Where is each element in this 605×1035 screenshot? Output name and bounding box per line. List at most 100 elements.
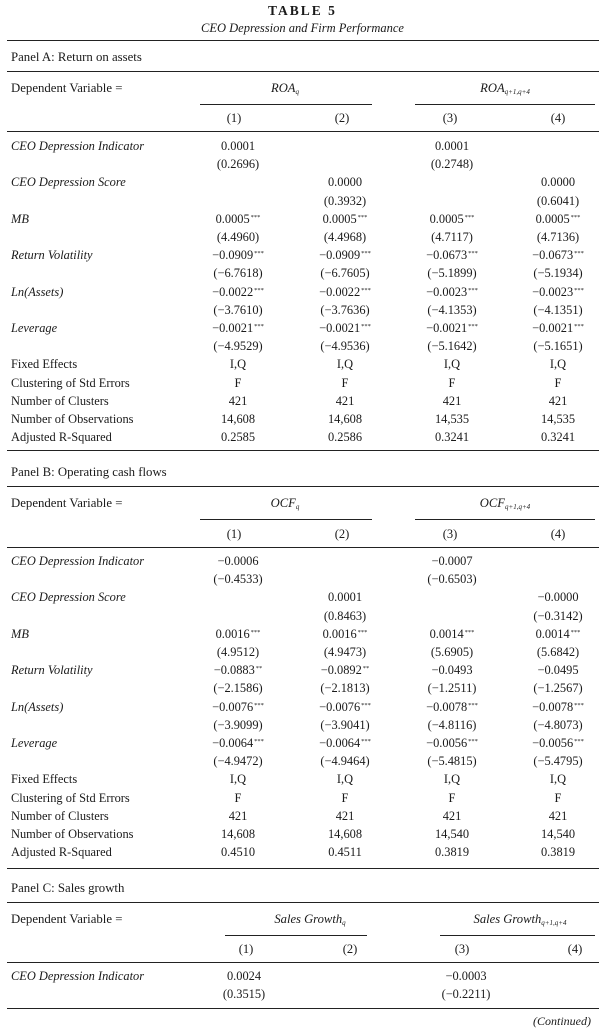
cell-value: 421 xyxy=(335,393,355,408)
table-cell: I,Q xyxy=(518,357,598,372)
cell-value: 0.0000 xyxy=(327,175,363,190)
cell-value: 0.2585 xyxy=(220,430,256,445)
significance-stars: *** xyxy=(468,250,478,258)
cell-value: 421 xyxy=(335,808,355,823)
cell-value: (−6.7618) xyxy=(213,266,263,281)
panel-c-col-3: (3) xyxy=(454,942,470,956)
table-cell: (−4.1351) xyxy=(518,303,598,318)
panel-c-dep2: Sales Growthq+1,q+4 xyxy=(473,912,567,927)
row-label: CEO Depression Indicator xyxy=(11,139,145,153)
cell-value: −0.0022 xyxy=(212,284,254,299)
table-cell: F xyxy=(518,791,598,806)
panel-c-col-2: (2) xyxy=(342,942,358,956)
panel-c-header-rule xyxy=(7,962,599,963)
cell-value: F xyxy=(341,790,349,805)
table-cell: (0.3515) xyxy=(204,987,284,1002)
cell-value: 14,608 xyxy=(327,827,363,841)
table-cell: −0.0493 xyxy=(412,663,492,678)
table-cell: (0.2748) xyxy=(412,157,492,172)
table-cell: F xyxy=(305,791,385,806)
cell-value: (−4.9464) xyxy=(320,754,370,769)
cell-value: I,Q xyxy=(549,772,567,787)
table-row: Ln(Assets) −0.0022*** −0.0022*** −0.0023***… xyxy=(0,285,605,303)
panel-b-bottom-rule xyxy=(7,868,599,869)
panel-c-span-rule-2 xyxy=(440,935,595,936)
table-row: Leverage −0.0021*** −0.0021*** −0.0021*** −0… xyxy=(0,321,605,339)
table-cell: I,Q xyxy=(198,357,278,372)
table-row: (4.4960) (4.4968) (4.7117) (4.7136) xyxy=(0,230,605,248)
significance-stars: *** xyxy=(254,323,264,330)
table-row: Return Volatility −0.0909*** −0.0909*** −0.… xyxy=(0,248,605,266)
table-row: Number of Clusters 421 421 421 421 xyxy=(0,394,605,412)
cell-value: F xyxy=(554,790,562,805)
significance-stars: *** xyxy=(574,738,584,745)
table-row: Fixed Effects I,Q I,Q I,Q I,Q xyxy=(0,357,605,375)
cell-value: (5.6842) xyxy=(536,645,580,659)
significance-stars: *** xyxy=(254,286,264,294)
table-cell: (0.6041) xyxy=(518,194,598,209)
cell-value: (−0.2211) xyxy=(441,987,491,1002)
cell-value: (4.7117) xyxy=(431,230,473,244)
cell-value: 14,608 xyxy=(220,827,256,841)
table-row: Number of Observations 14,608 14,608 14,540… xyxy=(0,827,605,845)
cell-value: (−3.9041) xyxy=(320,717,370,732)
cell-value: −0.0495 xyxy=(537,663,579,678)
significance-stars: *** xyxy=(570,213,581,221)
cell-value: (−5.4795) xyxy=(533,754,583,769)
cell-value: 0.0014 xyxy=(429,626,464,641)
table-cell: 0.0000 xyxy=(305,175,385,190)
cell-value: (0.8463) xyxy=(323,608,367,623)
panel-b-span-rule-2 xyxy=(415,519,595,520)
table-cell: (4.9473) xyxy=(305,645,385,660)
cell-value: −0.0021 xyxy=(319,321,361,335)
cell-value: −0.0076 xyxy=(319,699,361,714)
cell-value: (0.2748) xyxy=(430,157,474,172)
cell-value: I,Q xyxy=(229,772,247,787)
panel-a-dep2: ROAq+1,q+4 xyxy=(480,81,530,96)
table-cell: 0.0014*** xyxy=(518,627,598,642)
row-label: Adjusted R-Squared xyxy=(11,845,112,860)
cell-value: (−5.1651) xyxy=(533,339,583,354)
cell-value: (−6.7605) xyxy=(320,266,370,281)
cell-value: 14,540 xyxy=(540,827,576,841)
panel-b-col-1: (1) xyxy=(226,527,242,541)
cell-value: I,Q xyxy=(549,357,567,372)
panel-b-col-3: (3) xyxy=(442,527,458,541)
cell-value: −0.0673 xyxy=(532,248,574,263)
cell-value: I,Q xyxy=(229,357,247,372)
significance-stars: *** xyxy=(464,628,475,636)
cell-value: 0.4510 xyxy=(220,845,256,860)
cell-value: 0.0014 xyxy=(535,626,570,641)
cell-value: (−5.1642) xyxy=(427,339,477,354)
table-cell: −0.0023*** xyxy=(518,285,598,300)
table-row: CEO Depression Indicator 0.0024 −0.0003 xyxy=(0,969,605,987)
significance-stars: *** xyxy=(574,286,584,294)
continued-note: (Continued) xyxy=(533,1014,591,1028)
row-label: Fixed Effects xyxy=(11,357,78,372)
table-row: (−2.1586) (−2.1813) (−1.2511) (−1.2567) xyxy=(0,681,605,699)
cell-value: −0.0892 xyxy=(320,663,362,678)
table-cell: −0.0056*** xyxy=(412,736,492,751)
table-row: (−3.7610) (−3.7636) (−4.1353) (−4.1351) xyxy=(0,303,605,321)
table-cell: 0.0005*** xyxy=(305,212,385,227)
panel-b-col-2: (2) xyxy=(334,527,350,541)
table-cell: 0.3819 xyxy=(412,845,492,860)
table-row: (−3.9099) (−3.9041) (−4.8116) (−4.8073) xyxy=(0,718,605,736)
cell-value: 0.0005 xyxy=(429,211,464,226)
significance-stars: ** xyxy=(255,665,263,673)
panel-c-span-rule-1 xyxy=(225,935,367,936)
table-cell: (−0.2211) xyxy=(426,987,506,1002)
panel-c-bottom-rule xyxy=(7,1008,599,1009)
table-cell: I,Q xyxy=(518,772,598,787)
panel-a-title: Panel A: Return on assets xyxy=(11,50,142,64)
significance-stars: *** xyxy=(250,213,261,221)
table-cell: 0.0001 xyxy=(305,590,385,605)
table-cell: 0.3241 xyxy=(518,430,598,445)
cell-value: I,Q xyxy=(443,772,461,787)
cell-value: 0.2586 xyxy=(327,430,363,445)
table-cell: 0.0001 xyxy=(412,139,492,154)
table-row: (0.8463) (−0.3142) xyxy=(0,609,605,627)
table-cell: (−5.1899) xyxy=(412,266,492,281)
table-cell: −0.0022*** xyxy=(198,285,278,300)
cell-value: −0.0007 xyxy=(431,554,473,568)
